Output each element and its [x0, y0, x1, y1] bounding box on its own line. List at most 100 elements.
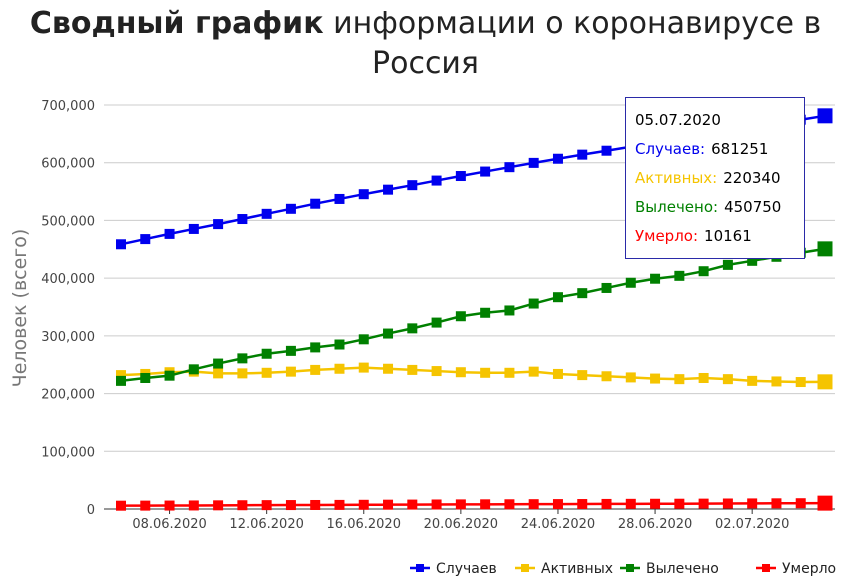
data-point[interactable]: [261, 208, 272, 219]
data-point[interactable]: [358, 334, 369, 345]
data-point[interactable]: [625, 498, 636, 509]
data-point[interactable]: [310, 364, 321, 375]
data-point[interactable]: [722, 498, 733, 509]
data-point[interactable]: [383, 328, 394, 339]
data-point[interactable]: [480, 367, 491, 378]
legend-item[interactable]: Умерло: [756, 561, 836, 577]
data-point[interactable]: [747, 375, 758, 386]
data-point[interactable]: [817, 374, 833, 390]
data-point[interactable]: [455, 499, 466, 510]
data-point[interactable]: [771, 376, 782, 387]
data-point[interactable]: [601, 371, 612, 382]
legend-item[interactable]: Случаев: [410, 561, 497, 577]
data-point[interactable]: [552, 153, 563, 164]
data-point[interactable]: [771, 498, 782, 509]
data-point[interactable]: [164, 228, 175, 239]
data-point[interactable]: [213, 358, 224, 369]
data-point[interactable]: [504, 367, 515, 378]
data-point[interactable]: [237, 214, 248, 225]
data-point[interactable]: [116, 375, 126, 386]
data-point[interactable]: [674, 270, 685, 281]
data-point[interactable]: [722, 374, 733, 385]
data-point[interactable]: [650, 373, 661, 384]
data-point[interactable]: [528, 298, 539, 309]
data-point[interactable]: [817, 495, 833, 511]
data-point[interactable]: [261, 348, 272, 359]
data-point[interactable]: [504, 305, 515, 316]
data-point[interactable]: [480, 499, 491, 510]
data-point[interactable]: [601, 498, 612, 509]
data-point[interactable]: [140, 234, 151, 245]
data-point[interactable]: [817, 108, 833, 124]
data-point[interactable]: [188, 223, 199, 234]
data-point[interactable]: [116, 500, 126, 511]
data-point[interactable]: [334, 339, 345, 350]
data-point[interactable]: [601, 282, 612, 293]
data-point[interactable]: [237, 353, 248, 364]
data-point[interactable]: [116, 239, 126, 250]
data-point[interactable]: [480, 166, 491, 177]
data-point[interactable]: [285, 203, 296, 214]
data-point[interactable]: [285, 345, 296, 356]
data-point[interactable]: [504, 499, 515, 510]
data-point[interactable]: [358, 362, 369, 373]
data-point[interactable]: [383, 499, 394, 510]
data-point[interactable]: [285, 500, 296, 511]
data-point[interactable]: [383, 363, 394, 374]
data-point[interactable]: [431, 366, 442, 377]
data-point[interactable]: [407, 323, 418, 334]
data-point[interactable]: [164, 370, 175, 381]
data-point[interactable]: [188, 364, 199, 375]
data-point[interactable]: [334, 193, 345, 204]
data-point[interactable]: [213, 500, 224, 511]
data-point[interactable]: [552, 368, 563, 379]
data-point[interactable]: [431, 175, 442, 186]
data-point[interactable]: [528, 366, 539, 377]
legend-item[interactable]: Вылечено: [620, 561, 719, 577]
data-point[interactable]: [140, 500, 151, 511]
data-point[interactable]: [334, 363, 345, 374]
data-point[interactable]: [334, 499, 345, 510]
data-point[interactable]: [698, 498, 709, 509]
data-point[interactable]: [455, 367, 466, 378]
data-point[interactable]: [358, 189, 369, 200]
data-point[interactable]: [722, 259, 733, 270]
data-point[interactable]: [577, 149, 588, 160]
data-point[interactable]: [164, 500, 175, 511]
data-point[interactable]: [407, 364, 418, 375]
data-point[interactable]: [817, 241, 833, 257]
data-point[interactable]: [383, 184, 394, 195]
data-point[interactable]: [601, 145, 612, 156]
data-point[interactable]: [310, 198, 321, 209]
data-point[interactable]: [577, 288, 588, 299]
data-point[interactable]: [480, 307, 491, 318]
data-point[interactable]: [358, 499, 369, 510]
data-point[interactable]: [650, 498, 661, 509]
data-point[interactable]: [261, 500, 272, 511]
data-point[interactable]: [625, 277, 636, 288]
data-point[interactable]: [698, 266, 709, 277]
data-point[interactable]: [188, 500, 199, 511]
data-point[interactable]: [698, 372, 709, 383]
data-point[interactable]: [237, 368, 248, 379]
data-point[interactable]: [625, 372, 636, 383]
data-point[interactable]: [237, 500, 248, 511]
data-point[interactable]: [528, 157, 539, 168]
data-point[interactable]: [455, 311, 466, 322]
data-point[interactable]: [213, 368, 224, 379]
data-point[interactable]: [577, 499, 588, 510]
data-point[interactable]: [140, 372, 151, 383]
data-point[interactable]: [552, 499, 563, 510]
data-point[interactable]: [747, 255, 758, 266]
data-point[interactable]: [407, 499, 418, 510]
data-point[interactable]: [650, 273, 661, 284]
data-point[interactable]: [310, 499, 321, 510]
data-point[interactable]: [504, 162, 515, 173]
data-point[interactable]: [310, 342, 321, 353]
data-point[interactable]: [261, 367, 272, 378]
data-point[interactable]: [213, 219, 224, 230]
data-point[interactable]: [407, 180, 418, 191]
data-point[interactable]: [747, 498, 758, 509]
data-point[interactable]: [795, 377, 806, 388]
data-point[interactable]: [431, 499, 442, 510]
